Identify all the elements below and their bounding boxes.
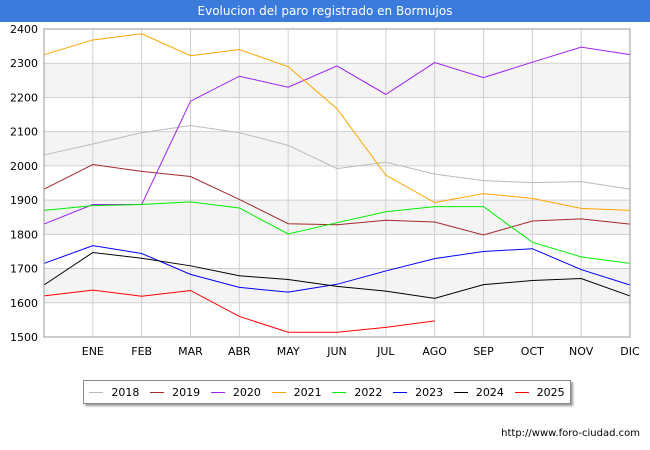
chart-legend: 2018 2019 2020 2021 2022 2023 2024 2025 (83, 380, 571, 404)
x-tick-label: JUL (376, 345, 395, 358)
y-tick-label: 2300 (10, 57, 38, 70)
legend-label: 2018 (111, 385, 140, 399)
x-tick-label: MAY (277, 345, 300, 358)
legend-item-2021: 2021 (271, 385, 322, 399)
y-tick-label: 1500 (10, 331, 38, 344)
legend-item-2019: 2019 (150, 386, 200, 399)
x-tick-label: MAR (178, 345, 203, 358)
legend-item-2025: 2025 (514, 385, 565, 399)
legend-label: 2019 (172, 385, 201, 399)
legend-label: 2020 (232, 385, 261, 399)
plot-border (43, 28, 631, 338)
series-line-2019 (43, 164, 631, 236)
series-line-2022 (43, 201, 631, 264)
y-tick-label: 2000 (10, 160, 38, 173)
x-tick-label: AGO (422, 345, 447, 358)
y-tick-label: 1800 (10, 228, 38, 241)
y-tick-label: 1900 (10, 194, 38, 207)
legend-swatch (393, 391, 408, 393)
y-tick-label: 2100 (10, 126, 38, 139)
legend-swatch (332, 391, 347, 393)
legend-item-2024: 2024 (453, 385, 504, 399)
legend-swatch (150, 391, 165, 393)
series-line-2024 (43, 251, 631, 299)
x-tick-label: ENE (82, 345, 104, 358)
x-tick-label: FEB (131, 345, 152, 358)
chart-title: Evolucion del paro registrado en Bormujo… (0, 0, 650, 22)
x-tick-label: ABR (228, 345, 251, 358)
y-tick-label: 1600 (10, 297, 38, 310)
legend-item-2018: 2018 (89, 386, 139, 399)
y-tick-label: 1700 (10, 263, 38, 276)
series-line-2023 (43, 245, 631, 293)
legend-swatch (89, 391, 104, 393)
line-chart: 1500 1600 1700 1800 1900 2000 2100 2200 2300 2400… (10, 23, 640, 358)
series-line-2025 (43, 289, 435, 333)
x-tick-label: JUN (326, 345, 347, 358)
legend-swatch (210, 391, 225, 393)
legend-item-2020: 2020 (210, 385, 261, 399)
legend-swatch (271, 391, 286, 393)
source-url: http://www.foro-ciudad.com (501, 428, 640, 439)
legend-item-2023: 2023 (393, 386, 443, 399)
x-tick-label: NOV (569, 345, 594, 358)
legend-label: 2022 (354, 385, 383, 399)
series-line-2021 (43, 33, 631, 211)
y-tick-label: 2400 (10, 23, 38, 36)
series-line-2018 (43, 125, 631, 190)
x-tick-label: OCT (521, 345, 544, 358)
legend-swatch (453, 391, 468, 393)
x-tick-label: SEP (473, 345, 494, 358)
x-tick-label: DIC (620, 345, 640, 358)
legend-swatch (514, 391, 529, 393)
legend-label: 2021 (293, 385, 322, 399)
legend-label: 2025 (536, 385, 565, 399)
legend-item-2022: 2022 (332, 386, 382, 399)
legend-label: 2023 (415, 385, 444, 399)
legend-label: 2024 (475, 385, 504, 399)
y-tick-label: 2200 (10, 91, 38, 104)
